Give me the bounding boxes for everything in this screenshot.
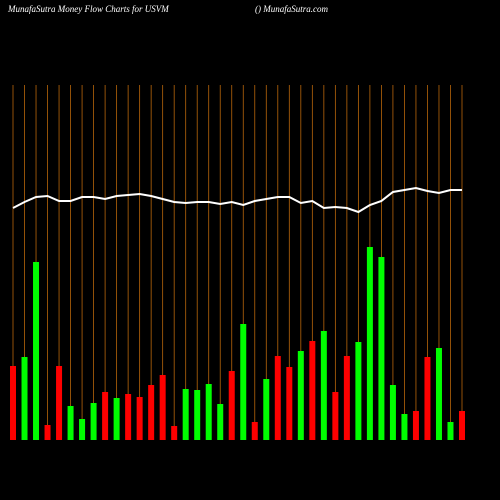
bar: [332, 392, 339, 440]
bar: [401, 414, 408, 440]
chart-subtitle: () MunafaSutra.com: [255, 4, 328, 14]
bar: [21, 357, 28, 440]
bar: [435, 348, 442, 440]
bar: [343, 356, 350, 440]
bar: [251, 422, 258, 440]
bar: [44, 425, 51, 440]
bar: [159, 375, 166, 440]
bar: [274, 356, 281, 440]
bar: [447, 422, 454, 440]
bar: [194, 390, 201, 440]
bar: [366, 247, 373, 440]
bar: [412, 411, 419, 440]
bar: [320, 331, 327, 440]
bar: [90, 403, 97, 440]
bar: [67, 406, 74, 440]
bar: [217, 404, 224, 440]
bar: [240, 324, 247, 440]
bar: [389, 385, 396, 440]
bar: [297, 351, 304, 440]
bar: [424, 357, 431, 440]
bar: [125, 394, 132, 440]
bar: [102, 392, 109, 440]
bar: [56, 366, 63, 440]
bar: [263, 379, 270, 440]
bar: [113, 398, 120, 440]
bar: [309, 341, 316, 440]
bar: [182, 389, 189, 440]
bar: [459, 411, 465, 440]
bar: [79, 419, 86, 440]
bar: [148, 385, 155, 440]
bar: [228, 371, 235, 440]
bar: [205, 384, 212, 440]
bar: [286, 367, 293, 440]
chart-title: MunafaSutra Money Flow Charts for USVM: [7, 4, 169, 14]
bar: [10, 366, 16, 440]
bar: [136, 397, 143, 440]
bar: [171, 426, 178, 440]
bar: [33, 262, 40, 440]
bar: [355, 342, 362, 440]
money-flow-line: [12, 186, 462, 214]
bar: [378, 257, 385, 440]
